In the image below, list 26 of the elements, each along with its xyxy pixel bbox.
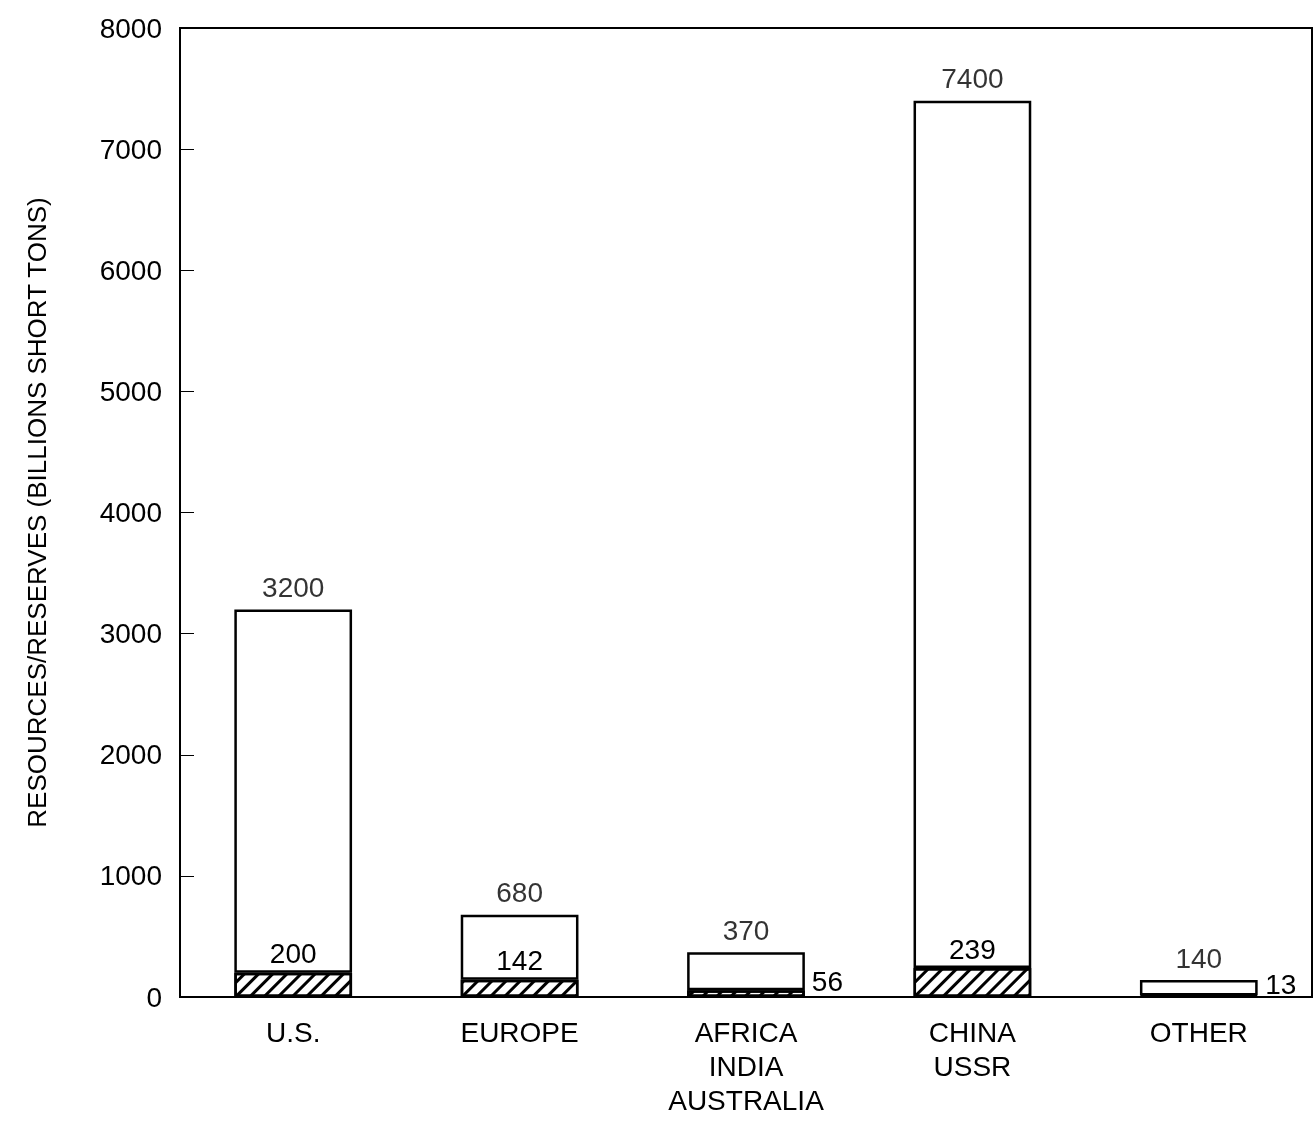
x-tick-label: EUROPE [460,1016,579,1048]
y-tick-label: 3000 [99,618,162,650]
total-label: 7400 [941,63,1004,95]
data-label: 239 [949,933,996,965]
x-tick-label: CHINA USSR [928,1016,1017,1082]
x-tick-label: U.S. [265,1016,321,1048]
bar [1139,980,1258,996]
data-label: 200 [269,938,317,970]
y-tick-label: 2000 [99,739,162,771]
total-label: 680 [496,877,543,909]
data-label: 142 [496,945,543,977]
y-tick-label: 4000 [99,497,162,528]
total-label: 140 [1175,942,1223,974]
y-tick-label: 1000 [99,860,162,892]
data-label: 13 [1265,968,1297,1000]
x-tick-label: OTHER [1149,1016,1248,1048]
x-tick-label: AFRICA INDIA AUSTRALIA [668,1016,825,1116]
y-tick-label: 5000 [99,375,162,407]
data-label: 56 [811,966,844,998]
y-tick-label: 7000 [99,133,162,165]
y-tick-label: 0 [146,981,162,1013]
y-axis-title: RESOURCES/RESERVES (BILLIONS SHORT TONS) [22,197,52,828]
total-label: 3200 [262,571,325,603]
y-tick-label: 8000 [99,12,162,44]
total-label: 370 [722,914,770,946]
y-tick-label: 6000 [99,254,162,286]
